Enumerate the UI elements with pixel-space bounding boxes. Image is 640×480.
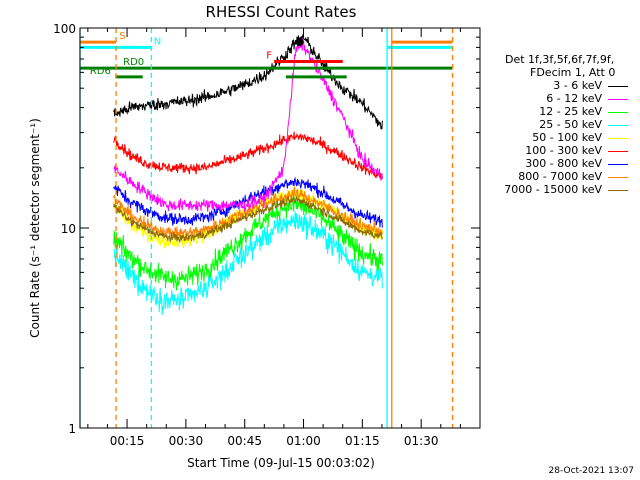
legend-entry: 800 - 7000 keV [518,170,602,183]
legend-swatch [608,99,628,100]
legend-swatch [608,177,628,178]
legend-title-line-1: Det 1f,3f,5f,6f,7f,9f, [505,53,615,66]
x-axis-label: Start Time (09-Jul-15 00:03:02) [187,456,375,470]
legend-swatch [608,138,628,139]
legend-entry: 12 - 25 keV [539,105,602,118]
legend-swatch [608,86,628,87]
generation-timestamp: 28-Oct-2021 13:07 [548,466,634,476]
chart-title: RHESSI Count Rates [206,3,357,21]
series-line-100-300-kev [113,131,383,180]
legend-swatch [608,190,628,191]
legend-entry: 6 - 12 keV [546,92,602,105]
flag-label-s: S [119,31,125,42]
series-line-800-7000-kev [113,186,383,241]
legend-swatch [608,112,628,113]
flag-label-rd0: RD0 [123,57,144,68]
flag-label-f: F [266,50,272,61]
series-traces [113,34,383,316]
legend-entry: 25 - 50 keV [539,118,602,131]
x-tick-label: 01:00 [286,434,321,448]
legend-entry: 300 - 800 keV [525,157,602,170]
x-tick-label: 01:30 [404,434,439,448]
flag-label-n: N [154,36,161,47]
flag-label-rd6: RD6 [90,66,111,77]
y-tick-label: 100 [53,22,76,36]
legend-entry: 3 - 6 keV [553,79,602,92]
y-tick-label: 10 [61,222,76,236]
series-line-12-25-kev [113,194,383,291]
x-tick-label: 00:45 [227,434,262,448]
y-axis-label: Count Rate (s⁻¹ detector segment⁻¹) [28,118,42,338]
legend-entry: 7000 - 15000 keV [504,183,602,196]
legend-swatch [608,151,628,152]
legend-entry: 50 - 100 keV [532,131,602,144]
legend-swatch [608,164,628,165]
legend-entry: 100 - 300 keV [525,144,602,157]
y-tick-label: 1 [68,422,76,436]
x-tick-label: 00:15 [110,434,145,448]
series-line-6-12-kev [113,38,383,212]
peak-marker-point [295,38,304,47]
axes: 1 10 100 00:15 00:30 00:45 01:00 01:15 01:30 [53,22,481,448]
x-tick-label: 00:30 [169,434,204,448]
series-line-7000-15000-kev [113,195,383,243]
series-line-25-50-kev [113,210,383,316]
legend-swatch [608,125,628,126]
legend-title-line-2: FDecim 1, Att 0 [530,66,616,79]
series-line-3-6-kev [113,34,383,130]
x-tick-label: 01:15 [345,434,380,448]
